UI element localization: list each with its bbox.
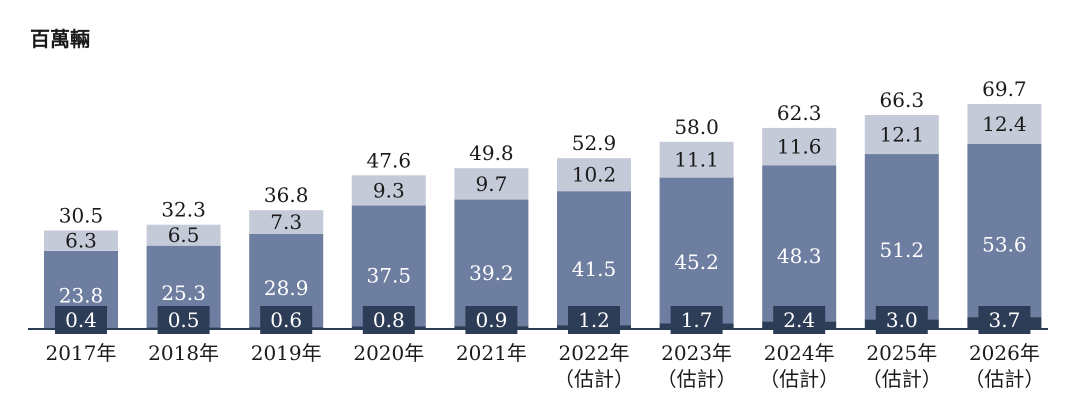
data-label-top-segment: 7.3: [270, 210, 302, 234]
data-label-middle-segment: 28.9: [264, 276, 309, 300]
unit-label: 百萬輛: [30, 27, 90, 51]
data-label-total: 49.8: [469, 141, 514, 165]
data-label-top-segment: 9.3: [373, 178, 405, 202]
data-label-middle-segment: 45.2: [674, 250, 719, 274]
data-label-middle-segment: 39.2: [469, 261, 514, 285]
data-label-middle-segment: 48.3: [777, 244, 822, 268]
x-tick-sublabel: （估計）: [964, 367, 1044, 391]
data-label-total: 32.3: [161, 198, 206, 222]
data-label-middle-segment: 51.2: [880, 238, 925, 262]
bar-segment-top: [659, 141, 734, 178]
data-label-top-segment: 11.1: [674, 148, 719, 172]
x-tick-label: 2022年: [559, 341, 630, 365]
data-label-middle-segment: 25.3: [161, 281, 206, 305]
data-label-top-segment: 11.6: [777, 135, 822, 159]
x-tick-sublabel: （估計）: [657, 367, 737, 391]
bar-segment-middle: [762, 165, 837, 322]
data-label-total: 69.7: [982, 77, 1027, 101]
data-label-total: 30.5: [59, 204, 104, 228]
x-tick-label: 2026年: [969, 341, 1040, 365]
x-tick-label: 2019年: [251, 341, 322, 365]
bar-segment-top: [454, 168, 529, 200]
bar-segment-top: [762, 127, 837, 166]
bar-segment-middle: [454, 199, 529, 327]
bar-segment-top: [351, 175, 426, 206]
bar-segment-middle: [864, 154, 939, 320]
x-tick-label: 2018年: [148, 341, 219, 365]
data-label-middle-segment: 23.8: [59, 283, 104, 307]
data-label-middle-segment: 37.5: [367, 264, 412, 288]
data-label-total: 52.9: [572, 131, 617, 155]
x-axis-ticks: 2017年 2018年 2019年 2020年 2021年 2022年（估計）2023年（…: [46, 341, 1045, 391]
data-label-total: 62.3: [777, 101, 822, 125]
bar-segment-middle: [557, 191, 631, 326]
x-tick-sublabel: （估計）: [862, 367, 942, 391]
bars-group: 6.323.80.430.56.525.30.532.37.328.90.636…: [28, 77, 1048, 334]
bar-segment-top: [44, 230, 118, 251]
bar-segment-top: [557, 158, 631, 192]
bar-segment-top: [249, 210, 324, 234]
bar-segment-top: [146, 224, 221, 246]
data-label-total: 47.6: [367, 148, 412, 172]
data-label-top-segment: 10.2: [572, 163, 617, 187]
data-label-total: 66.3: [880, 88, 925, 112]
x-tick-label: 2024年: [764, 341, 835, 365]
x-tick-label: 2025年: [866, 341, 937, 365]
data-label-middle-segment: 41.5: [572, 257, 617, 281]
x-tick-sublabel: （估計）: [759, 367, 839, 391]
data-label-top-segment: 6.5: [168, 223, 200, 247]
bar-segment-top: [967, 104, 1042, 144]
data-label-total: 58.0: [674, 115, 719, 139]
data-label-top-segment: 9.7: [475, 172, 507, 196]
bar-segment-top: [864, 115, 939, 155]
x-tick-label: 2023年: [661, 341, 732, 365]
bar-segment-middle: [659, 177, 734, 324]
data-label-total: 36.8: [264, 183, 309, 207]
x-tick-label: 2017年: [46, 341, 117, 365]
data-label-top-segment: 12.1: [880, 123, 925, 147]
x-tick-label: 2020年: [353, 341, 424, 365]
bar-segment-middle: [967, 144, 1042, 317]
x-tick-sublabel: （估計）: [554, 367, 634, 391]
x-tick-label: 2021年: [456, 341, 527, 365]
data-label-top-segment: 6.3: [65, 229, 97, 253]
data-label-top-segment: 12.4: [982, 112, 1027, 136]
data-label-middle-segment: 53.6: [982, 232, 1027, 256]
